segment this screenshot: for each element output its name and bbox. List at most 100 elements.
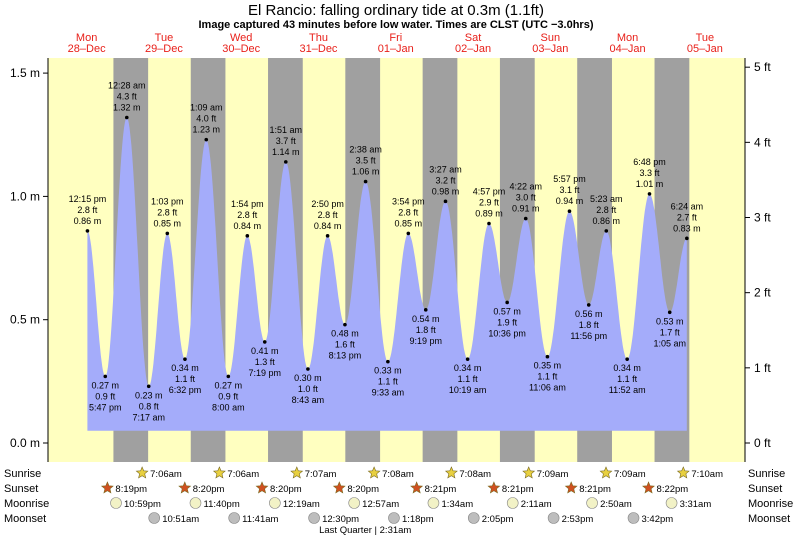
event-star-icon (676, 466, 690, 479)
tide-point (604, 229, 609, 233)
tide-point (306, 367, 310, 371)
event-time: 8:19pm (115, 484, 147, 495)
tide-label-metres: 0.34 m (613, 363, 641, 373)
tide-label-time: 5:57 pm (553, 174, 586, 184)
event-moon-icon (308, 512, 320, 524)
tide-point (245, 234, 250, 238)
left-tick-label: 0.5 m (10, 313, 40, 327)
tide-label-metres: 0.54 m (412, 314, 440, 324)
tide-label-time: 10:19 am (449, 385, 487, 395)
event-star-icon (212, 466, 226, 479)
event-time: 2:50am (600, 499, 632, 510)
tide-label-metres: 0.86 m (593, 216, 621, 226)
tide-labels: 12:15 pm2.8 ft0.86 m0.27 m0.9 ft5:47 pm1… (69, 80, 703, 422)
tide-label-time: 5:47 pm (89, 402, 122, 412)
tide-label-metres: 0.84 m (314, 221, 342, 231)
row-label-left: Moonset (4, 513, 46, 525)
tide-label-metres: 1.06 m (352, 167, 380, 177)
tide-label-metres: 1.32 m (113, 102, 141, 112)
astronomy-rows: Sunrise Sunrise 7:06am 7:06am 7:07am 7:08am 7:… (4, 466, 793, 536)
event-time: 1:34am (441, 499, 473, 510)
tide-label-metres: 0.34 m (171, 363, 199, 373)
tide-label-feet: 1.8 ft (579, 320, 600, 330)
tide-point (567, 209, 572, 213)
event-time: 7:07am (305, 469, 337, 480)
event-time: 1:18pm (402, 514, 434, 525)
event-moon-icon (506, 497, 519, 509)
tide-point (165, 231, 170, 236)
tide-label-feet: 2.8 ft (318, 210, 339, 220)
event-star-icon (332, 481, 346, 494)
tide-label-metres: 1.23 m (193, 125, 221, 135)
event-time: 7:08am (382, 469, 414, 480)
event-time: 12:57am (362, 499, 399, 510)
tide-point (183, 357, 187, 361)
day-name: Fri (389, 32, 402, 44)
tide-label-metres: 0.94 m (556, 196, 584, 206)
tide-point (545, 354, 550, 359)
tide-label-time: 12:15 pm (69, 194, 107, 204)
event-star-icon (135, 466, 149, 479)
event-star-icon (642, 481, 655, 494)
tide-point (586, 303, 591, 307)
tide-point (85, 229, 90, 233)
tide-label-time: 6:32 pm (169, 385, 202, 395)
tide-label-feet: 3.0 ft (516, 193, 537, 203)
row-label-right: Sunrise (748, 468, 785, 480)
tide-label-metres: 1.01 m (636, 179, 664, 189)
right-tick-label: 5 ft (754, 60, 771, 74)
event-time: 8:20pm (193, 484, 225, 495)
event-star-icon (564, 481, 578, 494)
row-label-right: Moonset (748, 513, 790, 525)
tide-point (124, 115, 129, 120)
tide-label-time: 4:57 pm (473, 187, 506, 197)
tide-point (465, 357, 470, 361)
event-time: 7:06am (227, 469, 259, 480)
tide-label-feet: 1.1 ft (458, 374, 479, 384)
row-label-left: Sunset (4, 483, 38, 495)
event-time: 10:51am (162, 514, 199, 525)
tide-label-feet: 1.9 ft (497, 317, 518, 327)
tide-label-time: 1:51 am (270, 125, 303, 135)
tide-label-metres: 0.35 m (534, 361, 562, 371)
event-time: 12:19am (283, 499, 320, 510)
tide-area (87, 117, 687, 431)
day-name: Tue (696, 32, 715, 44)
event-time: 3:42pm (642, 514, 674, 525)
tide-label-feet: 2.8 ft (237, 210, 258, 220)
tide-label-feet: 2.9 ft (479, 198, 500, 208)
row-label-left: Sunrise (4, 468, 41, 480)
event-time: 11:41am (242, 514, 278, 525)
tide-label-time: 1:09 am (190, 103, 223, 113)
event-time: 8:21pm (579, 484, 611, 495)
chart-subtitle: Image captured 43 minutes before low wat… (198, 19, 593, 31)
tide-label-feet: 2.8 ft (77, 205, 98, 215)
tide-label-feet: 3.7 ft (276, 136, 297, 146)
event-time: 7:08am (459, 469, 491, 480)
tide-label-time: 3:27 am (429, 164, 462, 174)
tide-label-time: 7:19 pm (248, 368, 281, 378)
tide-point (262, 340, 267, 344)
event-time: 2:11am (521, 499, 552, 510)
event-time: 8:22pm (657, 484, 689, 495)
tide-label-metres: 0.33 m (374, 366, 402, 376)
tide-label-feet: 2.8 ft (398, 207, 419, 217)
tide-label-metres: 0.27 m (215, 380, 243, 390)
right-tick-label: 1 ft (754, 361, 771, 375)
right-tick-label: 0 ft (754, 436, 771, 450)
tide-label-metres: 0.34 m (454, 363, 482, 373)
tide-label-feet: 1.7 ft (660, 327, 681, 337)
tide-label-metres: 0.53 m (656, 316, 684, 326)
event-time: 8:20pm (347, 484, 379, 495)
tide-label-feet: 1.1 ft (537, 372, 558, 382)
tide-label-feet: 1.0 ft (298, 384, 319, 394)
tide-point (204, 137, 209, 142)
day-name: Wed (230, 32, 252, 44)
tide-label-time: 1:54 pm (231, 199, 264, 209)
event-moon-icon (467, 512, 480, 524)
event-time: 7:09am (537, 469, 569, 480)
event-moon-icon (665, 497, 678, 509)
tide-label-feet: 3.2 ft (436, 175, 457, 185)
